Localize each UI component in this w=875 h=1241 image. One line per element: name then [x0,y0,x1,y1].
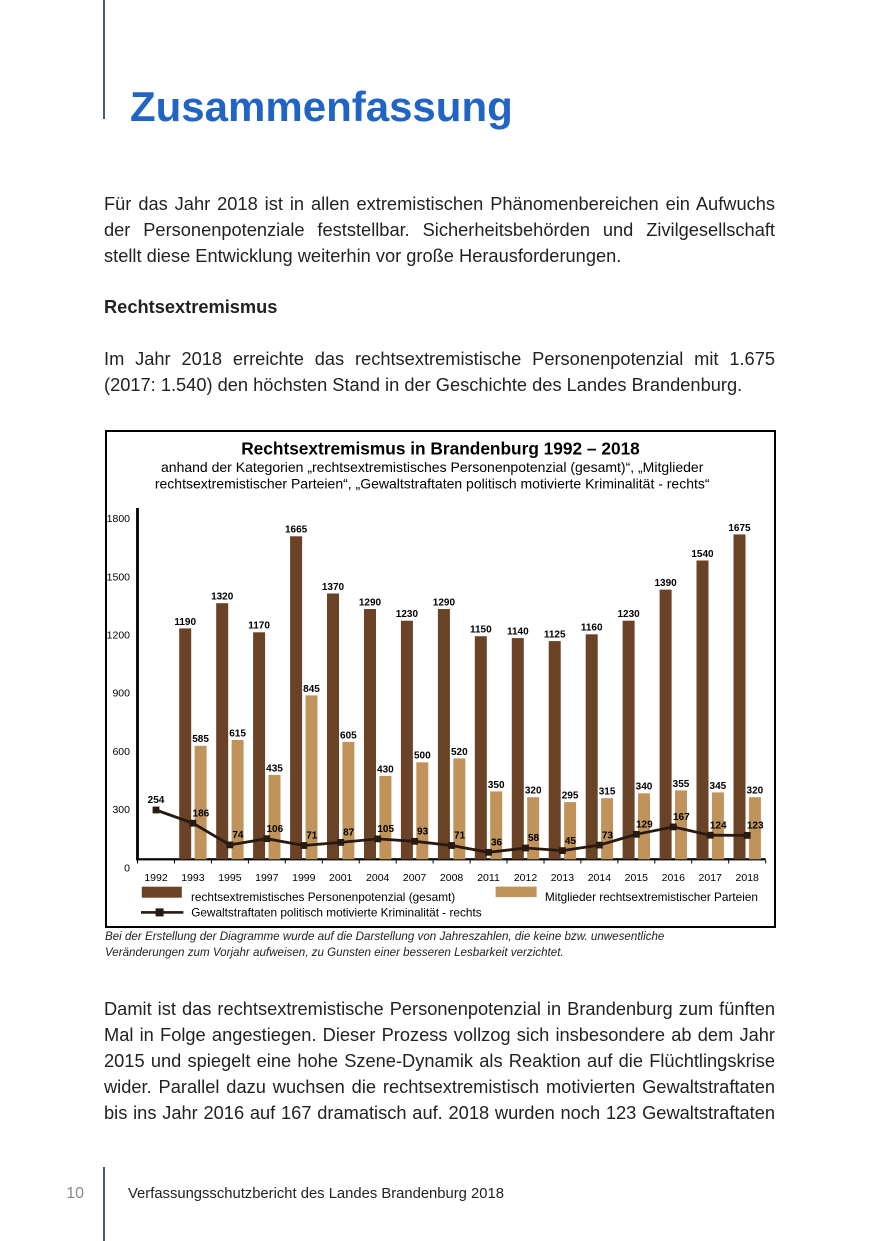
svg-text:1997: 1997 [255,872,279,884]
svg-text:2008: 2008 [440,872,464,884]
svg-text:1665: 1665 [285,525,308,536]
svg-text:300: 300 [112,804,130,816]
svg-text:345: 345 [710,781,727,792]
svg-text:320: 320 [525,786,542,797]
svg-text:1320: 1320 [211,592,234,603]
svg-text:anhand der Kategorien „rechtse: anhand der Kategorien „rechtsextremistis… [161,459,704,475]
svg-text:2013: 2013 [551,872,575,884]
svg-text:1190: 1190 [174,617,196,628]
svg-text:340: 340 [636,782,653,793]
svg-text:1230: 1230 [617,609,640,620]
svg-text:430: 430 [377,764,394,775]
svg-text:315: 315 [599,787,616,798]
svg-text:1675: 1675 [728,523,751,534]
svg-text:615: 615 [229,728,246,739]
svg-text:2016: 2016 [662,872,686,884]
svg-text:1999: 1999 [292,872,316,884]
svg-text:74: 74 [232,830,244,841]
svg-text:254: 254 [148,795,165,806]
svg-text:58: 58 [528,833,540,844]
svg-text:1390: 1390 [654,578,677,589]
svg-text:2015: 2015 [625,872,649,884]
svg-text:320: 320 [747,786,764,797]
svg-text:93: 93 [417,827,429,838]
svg-text:rechtsextremistisches Personen: rechtsextremistisches Personenpotenzial … [191,890,455,904]
svg-text:186: 186 [193,808,210,819]
svg-text:1290: 1290 [359,597,382,608]
svg-text:1992: 1992 [144,872,168,884]
svg-text:1995: 1995 [218,872,242,884]
svg-text:900: 900 [112,688,130,700]
svg-text:1993: 1993 [181,872,205,884]
svg-text:845: 845 [303,684,320,695]
svg-text:rechtsextremistischer Parteien: rechtsextremistischer Parteien“, „Gewalt… [155,476,710,492]
svg-text:295: 295 [562,791,579,802]
svg-text:2011: 2011 [477,872,500,884]
svg-text:1540: 1540 [691,549,714,560]
svg-text:0: 0 [124,862,130,874]
svg-text:45: 45 [565,836,577,847]
svg-text:Mitglieder rechtsextremistisch: Mitglieder rechtsextremistischer Parteie… [545,890,758,904]
svg-text:87: 87 [343,828,355,839]
svg-text:2001: 2001 [329,872,353,884]
svg-text:73: 73 [602,830,614,841]
svg-text:167: 167 [673,812,690,823]
svg-text:1160: 1160 [581,623,603,634]
svg-text:1200: 1200 [107,630,131,642]
svg-text:1500: 1500 [107,571,131,583]
svg-text:36: 36 [491,838,503,849]
svg-text:1290: 1290 [433,597,456,608]
svg-text:2007: 2007 [403,872,427,884]
svg-text:71: 71 [306,831,318,842]
svg-text:1370: 1370 [322,582,345,593]
svg-text:2014: 2014 [588,872,612,884]
svg-text:1125: 1125 [544,630,566,641]
svg-text:355: 355 [673,779,690,790]
svg-text:105: 105 [377,824,394,835]
svg-text:2018: 2018 [736,872,760,884]
svg-text:1230: 1230 [396,609,419,620]
svg-text:1800: 1800 [107,513,131,525]
svg-text:435: 435 [266,763,283,774]
svg-text:2017: 2017 [699,872,723,884]
svg-text:1170: 1170 [248,621,270,632]
svg-text:600: 600 [112,746,130,758]
svg-text:129: 129 [636,820,653,831]
svg-text:1150: 1150 [470,625,492,636]
svg-text:106: 106 [266,824,283,835]
svg-text:Gewaltstraftaten politisch mot: Gewaltstraftaten politisch motivierte Kr… [191,906,482,920]
svg-text:123: 123 [747,821,764,832]
svg-text:124: 124 [710,820,727,831]
svg-text:2012: 2012 [514,872,538,884]
svg-text:1140: 1140 [507,627,529,638]
svg-text:2004: 2004 [366,872,390,884]
svg-text:500: 500 [414,751,431,762]
svg-text:585: 585 [192,734,209,745]
svg-text:Rechtsextremismus in Brandenbu: Rechtsextremismus in Brandenburg 1992 – … [241,438,640,458]
svg-text:520: 520 [451,747,468,758]
svg-text:71: 71 [454,831,466,842]
svg-text:605: 605 [340,730,357,741]
svg-text:350: 350 [488,780,505,791]
